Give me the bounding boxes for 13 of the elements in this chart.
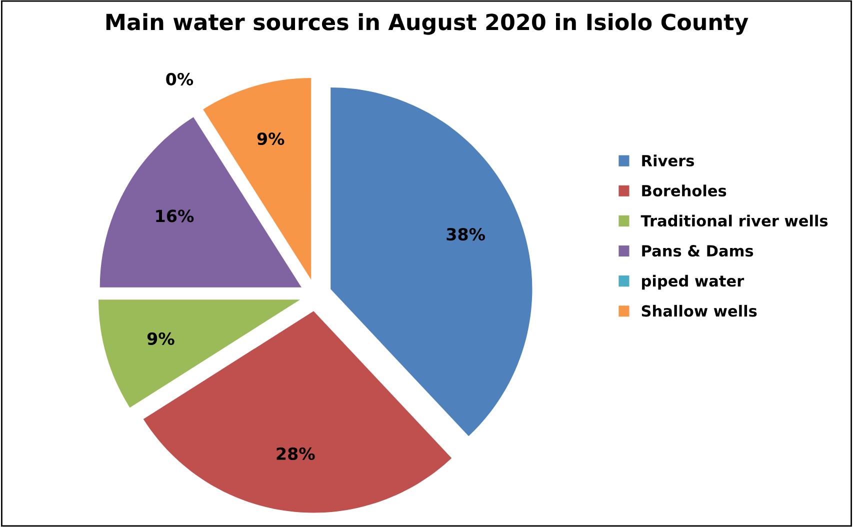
data-label: 28% bbox=[276, 447, 315, 460]
data-label: 9% bbox=[257, 132, 284, 146]
chart-title: Main water sources in August 2020 in Isiolo County bbox=[106, 13, 748, 35]
data-label: 16% bbox=[156, 210, 194, 222]
legend-label: piped water bbox=[642, 274, 744, 290]
legend-label: Boreholes bbox=[642, 184, 726, 196]
data-label: 9% bbox=[147, 332, 174, 345]
text: 0% bbox=[166, 72, 194, 86]
legend-label: Rivers bbox=[642, 154, 694, 166]
data-label: 38% bbox=[446, 228, 486, 241]
legend-label: Traditional river wells bbox=[640, 214, 828, 227]
legend-label: Pans & Dams bbox=[642, 245, 754, 257]
legend-label: Shallow wells bbox=[642, 304, 757, 317]
